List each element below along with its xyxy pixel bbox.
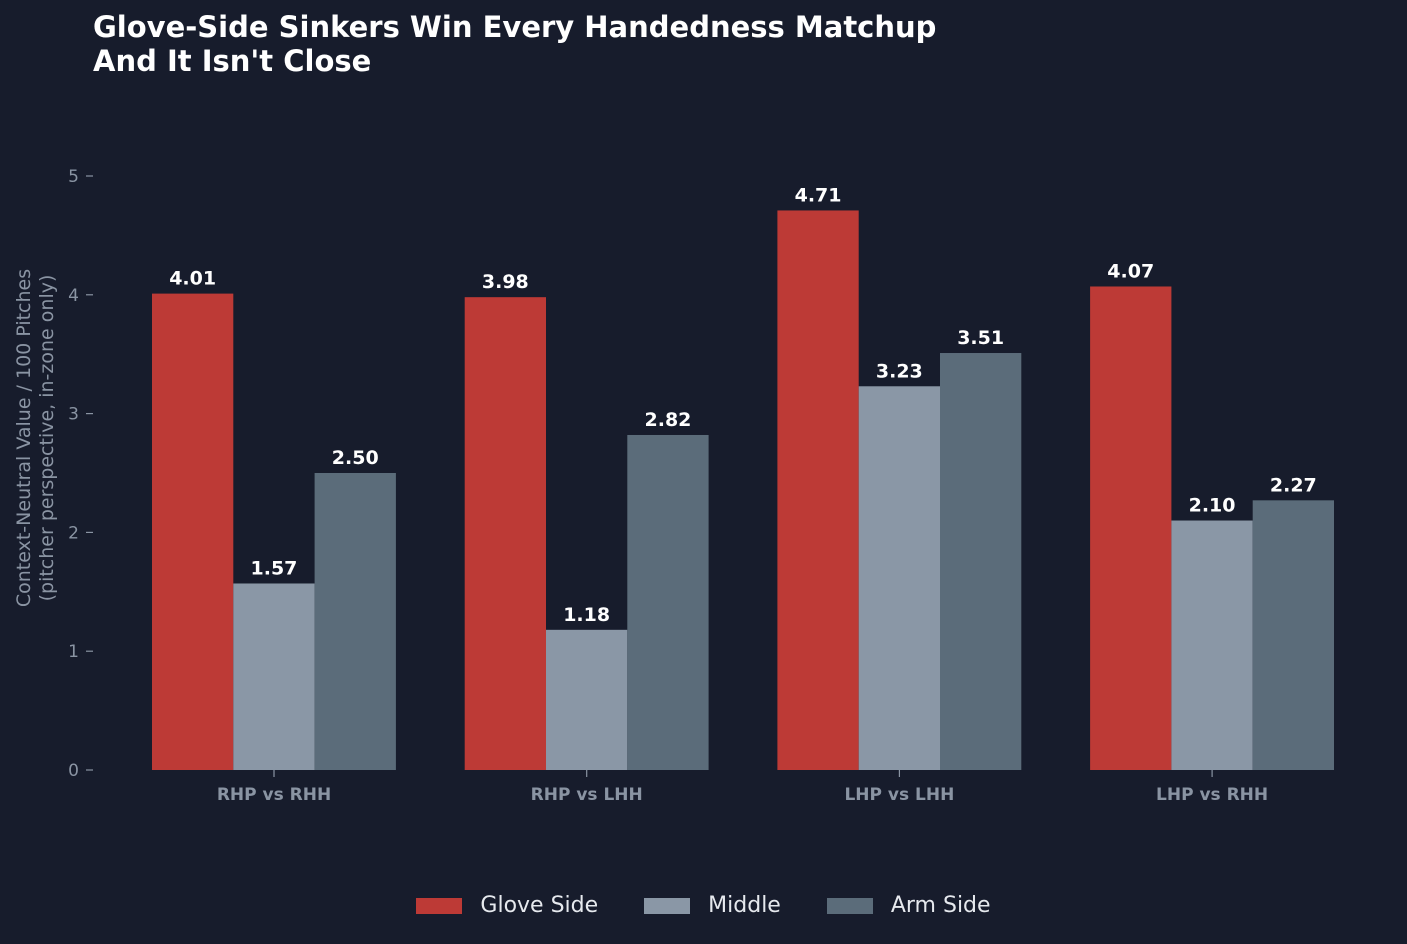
bar-value-label: 2.10 (1189, 495, 1236, 517)
legend: Glove Side Middle Arm Side (0, 893, 1407, 918)
bar-value-label: 4.71 (795, 184, 842, 206)
legend-label: Glove Side (480, 893, 599, 918)
y-axis-title-line-2: (pitcher perspective, in-zone only) (36, 275, 58, 602)
bar-value-label: 2.82 (645, 409, 692, 431)
legend-label: Middle (708, 893, 781, 918)
x-axis: RHP vs RHH RHP vs LHH LHP vs LHH LHP vs RHH (217, 770, 1268, 805)
chart-title-line-1: Glove-Side Sinkers Win Every Handedness … (93, 10, 937, 44)
bar-middle (858, 386, 940, 770)
legend-label: Arm Side (890, 893, 991, 918)
bar-value-label: 4.07 (1107, 260, 1154, 282)
bar-value-label: 3.51 (957, 327, 1004, 349)
y-tick-label: 1 (68, 642, 79, 662)
bar-value-label: 3.98 (482, 271, 529, 293)
bar-arm-side (627, 434, 709, 770)
y-tick-label: 0 (68, 761, 79, 781)
bar-glove-side (152, 293, 234, 770)
legend-swatch (826, 897, 873, 914)
bar-arm-side (1252, 500, 1334, 770)
bar-arm-side (940, 353, 1022, 770)
legend-item-glove-side: Glove Side (416, 893, 598, 918)
bar-value-label: 1.18 (563, 604, 610, 626)
bar-glove-side (464, 297, 546, 770)
bar-middle (1171, 520, 1253, 770)
x-tick-label: RHP vs RHH (217, 785, 331, 805)
bar-glove-side (1090, 286, 1172, 770)
bar-value-label: 2.50 (332, 447, 379, 469)
x-tick-label: LHP vs LHH (844, 785, 954, 805)
y-axis: 0 1 2 3 4 5 (68, 167, 93, 781)
chart-title: Glove-Side Sinkers Win Every Handedness … (93, 10, 936, 78)
legend-swatch (416, 897, 463, 914)
legend-swatch (644, 897, 691, 914)
y-tick-label: 5 (68, 167, 79, 187)
bar-value-label: 1.57 (251, 557, 298, 579)
bar-middle (233, 583, 315, 770)
bar-value-label: 3.23 (876, 360, 923, 382)
y-axis-title: Context-Neutral Value / 100 Pitches (pit… (13, 269, 58, 607)
bar-chart: Context-Neutral Value / 100 Pitches (pit… (13, 167, 1334, 805)
y-tick-label: 4 (68, 286, 79, 306)
x-tick-label: RHP vs LHH (531, 785, 643, 805)
chart-title-line-2: And It Isn't Close (93, 44, 372, 78)
y-tick-label: 2 (68, 523, 79, 543)
y-axis-title-line-1: Context-Neutral Value / 100 Pitches (13, 269, 35, 607)
bar-value-label: 2.27 (1270, 474, 1317, 496)
legend-item-arm-side: Arm Side (826, 893, 991, 918)
x-tick-label: LHP vs RHH (1156, 785, 1268, 805)
legend-item-middle: Middle (644, 893, 781, 918)
bars-group: 4.01 1.57 2.50 3.98 1.18 2.82 4.71 3.23 3.51 4.07… (152, 184, 1334, 770)
y-tick-label: 3 (68, 405, 79, 425)
bar-glove-side (777, 210, 859, 770)
bar-value-label: 4.01 (169, 268, 216, 290)
bar-middle (546, 629, 628, 770)
bar-arm-side (314, 473, 396, 770)
